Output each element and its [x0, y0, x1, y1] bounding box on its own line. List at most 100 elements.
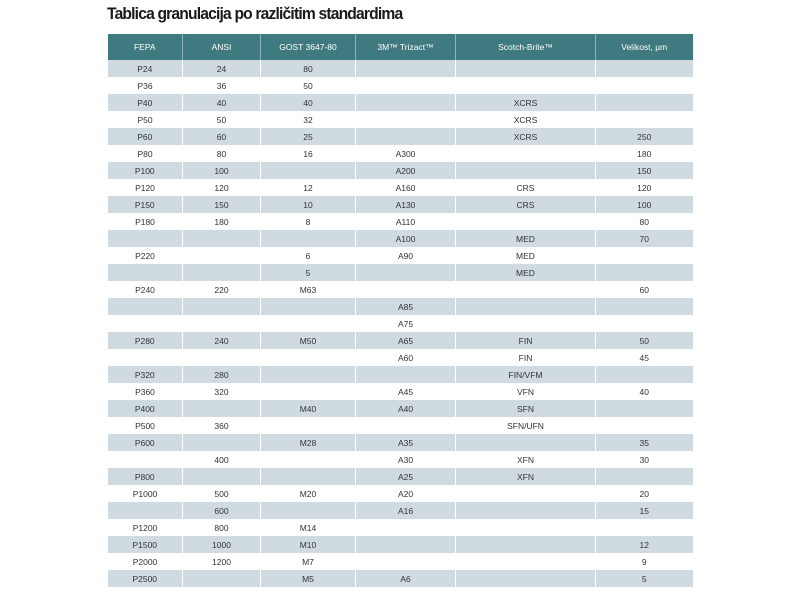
cell-gost [260, 451, 356, 468]
header-row: FEPA ANSI GOST 3647-80 3M™ Trizact™ Scot… [107, 34, 693, 60]
cell-scotch-brite: XFN [455, 451, 596, 468]
table-body: P24 24 80 P36 36 50 P40 40 40 XCRS P50 50 32 XCRS P60 6… [107, 60, 693, 587]
cell-scotch-brite: FIN [455, 332, 596, 349]
cell-gost [260, 298, 356, 315]
cell-3m-trizact: A90 [355, 247, 456, 264]
table-row: A60 FIN 45 [107, 349, 693, 366]
table-row: P24 24 80 [107, 60, 693, 77]
cell-scotch-brite: CRS [455, 196, 596, 213]
header-size-um: Velikost, µm [595, 34, 693, 60]
cell-size-um: 5 [595, 570, 693, 587]
cell-3m-trizact: A6 [355, 570, 456, 587]
cell-3m-trizact [355, 264, 456, 281]
cell-scotch-brite [455, 145, 596, 162]
cell-ansi: 360 [182, 417, 261, 434]
cell-gost: M63 [260, 281, 356, 298]
cell-ansi: 800 [182, 519, 261, 536]
cell-ansi: 1200 [182, 553, 261, 570]
cell-size-um [595, 94, 693, 111]
cell-gost: M10 [260, 536, 356, 553]
cell-ansi: 280 [182, 366, 261, 383]
cell-fepa: P120 [107, 179, 183, 196]
cell-ansi [182, 570, 261, 587]
cell-scotch-brite: SFN [455, 400, 596, 417]
cell-3m-trizact: A110 [355, 213, 456, 230]
cell-ansi: 80 [182, 145, 261, 162]
page-title: Tablica granulacija po različitim standa… [107, 4, 403, 23]
table-row: P50 50 32 XCRS [107, 111, 693, 128]
table-row: P240 220 M63 60 [107, 281, 693, 298]
header-scotch-brite: Scotch-Brite™ [455, 34, 596, 60]
cell-fepa [107, 451, 183, 468]
cell-gost: M50 [260, 332, 356, 349]
cell-scotch-brite [455, 77, 596, 94]
cell-gost [260, 383, 356, 400]
header-gost: GOST 3647-80 [260, 34, 356, 60]
cell-fepa [107, 298, 183, 315]
table-row: P1500 1000 M10 12 [107, 536, 693, 553]
cell-scotch-brite [455, 315, 596, 332]
cell-ansi: 120 [182, 179, 261, 196]
cell-3m-trizact [355, 519, 456, 536]
cell-size-um: 70 [595, 230, 693, 247]
cell-scotch-brite: VFN [455, 383, 596, 400]
table-row: A75 [107, 315, 693, 332]
cell-3m-trizact [355, 366, 456, 383]
cell-gost: M14 [260, 519, 356, 536]
cell-ansi: 100 [182, 162, 261, 179]
cell-gost: 5 [260, 264, 356, 281]
cell-3m-trizact: A100 [355, 230, 456, 247]
cell-gost: 25 [260, 128, 356, 145]
header-3m-trizact: 3M™ Trizact™ [355, 34, 456, 60]
cell-size-um: 9 [595, 553, 693, 570]
cell-gost: 40 [260, 94, 356, 111]
cell-scotch-brite [455, 162, 596, 179]
cell-ansi [182, 230, 261, 247]
cell-gost [260, 230, 356, 247]
cell-size-um: 35 [595, 434, 693, 451]
table-row: P400 M40 A40 SFN [107, 400, 693, 417]
cell-fepa: P400 [107, 400, 183, 417]
cell-3m-trizact [355, 111, 456, 128]
cell-gost: 10 [260, 196, 356, 213]
cell-size-um: 60 [595, 281, 693, 298]
cell-scotch-brite: MED [455, 264, 596, 281]
cell-size-um [595, 111, 693, 128]
cell-scotch-brite: MED [455, 230, 596, 247]
cell-size-um [595, 315, 693, 332]
cell-fepa: P180 [107, 213, 183, 230]
cell-fepa: P240 [107, 281, 183, 298]
cell-scotch-brite [455, 281, 596, 298]
cell-fepa [107, 349, 183, 366]
cell-3m-trizact [355, 128, 456, 145]
table-row: 400 A30 XFN 30 [107, 451, 693, 468]
table-row: A100 MED 70 [107, 230, 693, 247]
table-row: P180 180 8 A110 80 [107, 213, 693, 230]
cell-3m-trizact: A75 [355, 315, 456, 332]
cell-ansi [182, 349, 261, 366]
cell-3m-trizact: A35 [355, 434, 456, 451]
cell-3m-trizact: A65 [355, 332, 456, 349]
cell-size-um: 12 [595, 536, 693, 553]
cell-ansi: 150 [182, 196, 261, 213]
cell-3m-trizact [355, 281, 456, 298]
cell-3m-trizact: A30 [355, 451, 456, 468]
cell-3m-trizact: A25 [355, 468, 456, 485]
cell-gost: M7 [260, 553, 356, 570]
cell-fepa: P24 [107, 60, 183, 77]
cell-size-um: 20 [595, 485, 693, 502]
cell-gost: M20 [260, 485, 356, 502]
cell-3m-trizact [355, 77, 456, 94]
cell-gost: 8 [260, 213, 356, 230]
cell-3m-trizact [355, 94, 456, 111]
cell-fepa: P40 [107, 94, 183, 111]
cell-3m-trizact: A130 [355, 196, 456, 213]
cell-scotch-brite: FIN/VFM [455, 366, 596, 383]
cell-fepa: P1200 [107, 519, 183, 536]
cell-gost [260, 417, 356, 434]
cell-fepa: P220 [107, 247, 183, 264]
cell-gost: M40 [260, 400, 356, 417]
cell-3m-trizact [355, 553, 456, 570]
cell-size-um: 250 [595, 128, 693, 145]
cell-fepa [107, 502, 183, 519]
